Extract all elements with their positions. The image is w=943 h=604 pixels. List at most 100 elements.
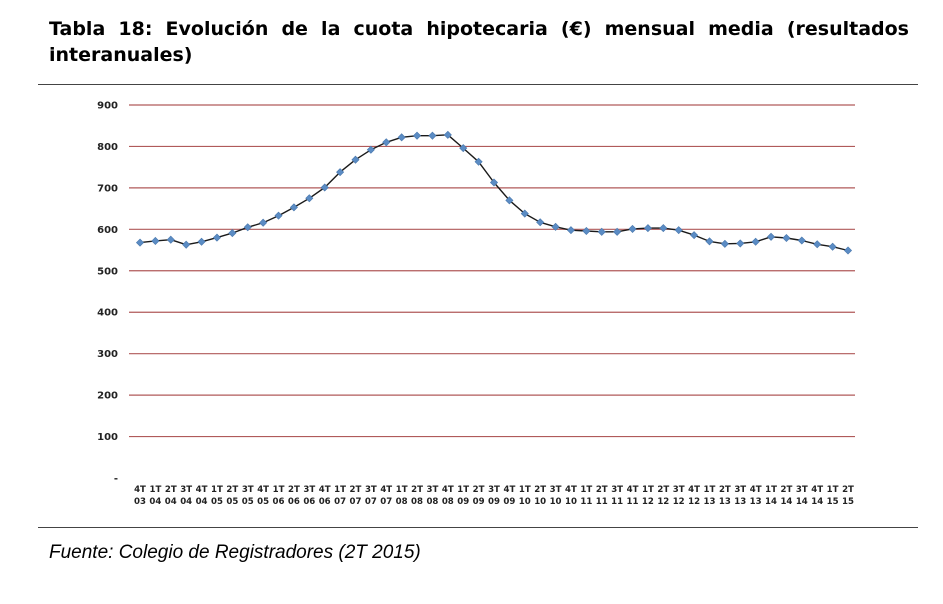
x-tick-label-quarter: 3T bbox=[180, 485, 192, 495]
x-tick-label-quarter: 2T bbox=[781, 485, 793, 495]
x-tick-label-quarter: 3T bbox=[488, 485, 500, 495]
data-point bbox=[674, 226, 683, 235]
x-tick-label-year: 07 bbox=[380, 497, 392, 507]
x-tick-label-quarter: 2T bbox=[350, 485, 362, 495]
data-point bbox=[813, 240, 822, 249]
data-point bbox=[520, 209, 529, 218]
y-tick-label: - bbox=[114, 474, 118, 485]
x-tick-label-quarter: 1T bbox=[642, 485, 654, 495]
x-tick-label-quarter: 2T bbox=[842, 485, 854, 495]
data-point bbox=[474, 157, 483, 166]
data-point bbox=[705, 237, 714, 246]
x-tick-label-quarter: 1T bbox=[149, 485, 161, 495]
x-tick-label-quarter: 3T bbox=[673, 485, 685, 495]
x-tick-label-year: 12 bbox=[657, 497, 669, 507]
x-tick-label-quarter: 1T bbox=[827, 485, 839, 495]
x-tick-label-year: 06 bbox=[288, 497, 300, 507]
y-tick-label: 100 bbox=[97, 432, 118, 443]
x-tick-label-quarter: 3T bbox=[611, 485, 623, 495]
bottom-rule bbox=[38, 527, 918, 528]
y-tick-label: 300 bbox=[97, 349, 118, 360]
y-tick-label: 600 bbox=[97, 225, 118, 236]
x-tick-label-year: 13 bbox=[750, 497, 762, 507]
data-point bbox=[274, 211, 283, 220]
data-point bbox=[505, 196, 514, 205]
x-tick-label-year: 05 bbox=[226, 497, 238, 507]
x-tick-label-year: 04 bbox=[196, 497, 208, 507]
x-tick-label-quarter: 3T bbox=[734, 485, 746, 495]
x-tick-label-year: 05 bbox=[257, 497, 269, 507]
data-point bbox=[413, 131, 422, 140]
x-tick-label-year: 10 bbox=[550, 497, 562, 507]
data-point bbox=[628, 224, 637, 233]
data-point bbox=[259, 218, 268, 227]
x-tick-label-year: 06 bbox=[273, 497, 285, 507]
data-point bbox=[597, 227, 606, 236]
data-point bbox=[566, 226, 575, 235]
x-tick-label-quarter: 2T bbox=[226, 485, 238, 495]
x-tick-label-quarter: 4T bbox=[442, 485, 454, 495]
x-tick-label-year: 11 bbox=[580, 497, 592, 507]
x-tick-label-year: 12 bbox=[688, 497, 700, 507]
x-tick-label-year: 06 bbox=[303, 497, 315, 507]
x-tick-label-quarter: 4T bbox=[811, 485, 823, 495]
x-tick-label-quarter: 3T bbox=[303, 485, 315, 495]
x-tick-label-year: 15 bbox=[842, 497, 854, 507]
data-point bbox=[443, 130, 452, 139]
x-tick-label-year: 12 bbox=[642, 497, 654, 507]
x-tick-label-year: 08 bbox=[442, 497, 454, 507]
data-point bbox=[151, 236, 160, 245]
y-tick-label: 500 bbox=[97, 266, 118, 277]
x-tick-label-quarter: 2T bbox=[165, 485, 177, 495]
data-point bbox=[135, 238, 145, 247]
data-point bbox=[182, 240, 191, 249]
y-tick-label: 700 bbox=[97, 183, 118, 194]
x-tick-label-quarter: 2T bbox=[534, 485, 546, 495]
x-tick-label-year: 13 bbox=[719, 497, 731, 507]
data-point bbox=[243, 223, 252, 232]
x-tick-label-quarter: 4T bbox=[196, 485, 208, 495]
y-tick-label: 400 bbox=[97, 308, 118, 319]
data-point bbox=[212, 233, 221, 242]
y-tick-label: 900 bbox=[97, 101, 118, 112]
x-tick-label-year: 05 bbox=[242, 497, 254, 507]
top-rule bbox=[38, 84, 918, 85]
source-note: Fuente: Colegio de Registradores (2T 201… bbox=[49, 542, 421, 563]
x-tick-label-quarter: 1T bbox=[273, 485, 285, 495]
x-tick-label-quarter: 2T bbox=[657, 485, 669, 495]
x-tick-label-year: 11 bbox=[611, 497, 623, 507]
data-point bbox=[351, 155, 360, 164]
x-tick-label-quarter: 1T bbox=[396, 485, 408, 495]
x-tick-label-quarter: 4T bbox=[257, 485, 269, 495]
data-point bbox=[536, 218, 545, 227]
x-tick-label-year: 09 bbox=[503, 497, 515, 507]
gridlines bbox=[129, 104, 855, 438]
data-point bbox=[843, 246, 853, 255]
x-tick-label-quarter: 1T bbox=[704, 485, 716, 495]
data-point bbox=[797, 236, 806, 245]
x-tick-label-quarter: 2T bbox=[596, 485, 608, 495]
x-tick-label-year: 13 bbox=[734, 497, 746, 507]
x-tick-label-quarter: 3T bbox=[242, 485, 254, 495]
x-tick-label-year: 08 bbox=[396, 497, 408, 507]
data-point bbox=[382, 138, 391, 147]
x-tick-label-quarter: 2T bbox=[719, 485, 731, 495]
x-tick-label-year: 05 bbox=[211, 497, 223, 507]
x-tick-label-quarter: 2T bbox=[288, 485, 300, 495]
x-tick-label-year: 09 bbox=[473, 497, 485, 507]
x-tick-label-year: 08 bbox=[426, 497, 438, 507]
x-tick-label-quarter: 1T bbox=[580, 485, 592, 495]
data-point bbox=[751, 237, 760, 246]
data-point bbox=[613, 227, 622, 236]
x-tick-label-quarter: 3T bbox=[796, 485, 808, 495]
x-tick-label-quarter: 1T bbox=[765, 485, 777, 495]
x-tick-label-year: 10 bbox=[534, 497, 546, 507]
data-point bbox=[582, 226, 591, 236]
data-point bbox=[643, 224, 652, 233]
data-point bbox=[166, 235, 175, 244]
x-tick-label-year: 14 bbox=[765, 497, 777, 507]
data-point bbox=[366, 145, 375, 154]
x-tick-label-year: 04 bbox=[180, 497, 192, 507]
x-tick-label-quarter: 4T bbox=[380, 485, 392, 495]
